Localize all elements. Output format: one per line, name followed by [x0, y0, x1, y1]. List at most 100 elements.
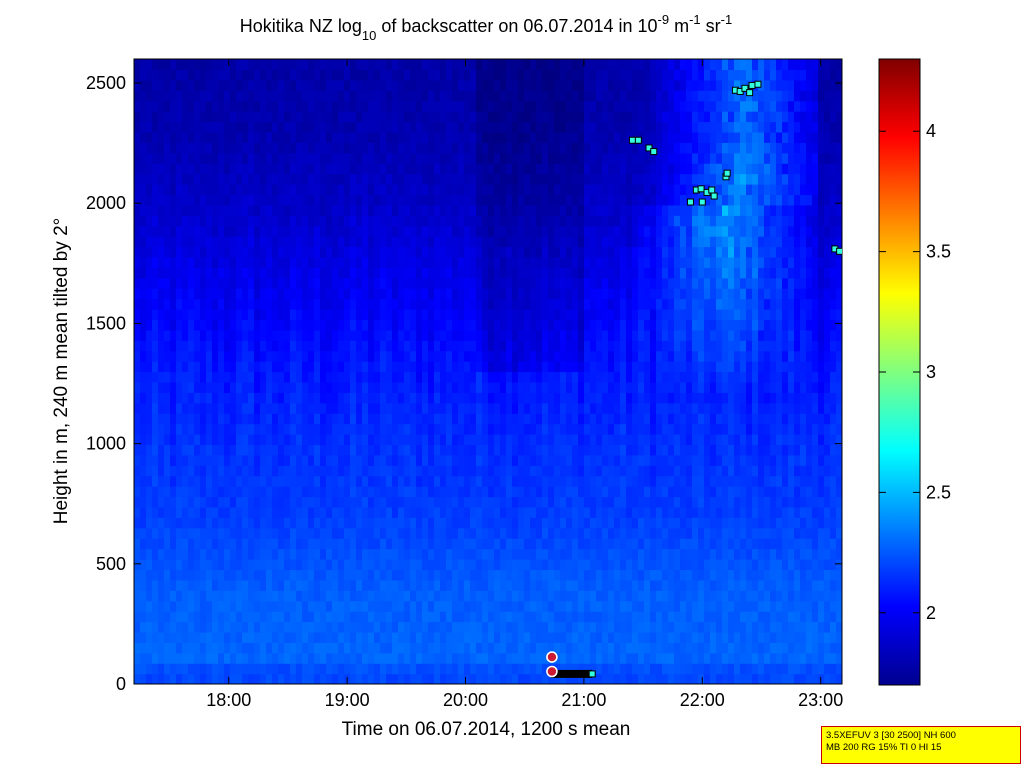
heatmap-cell — [410, 236, 417, 248]
heatmap-cell — [434, 600, 441, 612]
heatmap-cell — [470, 548, 477, 560]
heatmap-cell — [212, 663, 219, 675]
heatmap-cell — [554, 402, 561, 414]
heatmap-cell — [542, 194, 549, 206]
heatmap-cell — [392, 256, 399, 268]
heatmap-cell — [518, 579, 525, 591]
heatmap-cell — [608, 194, 615, 206]
heatmap-cell — [296, 298, 303, 310]
heatmap-cell — [140, 163, 147, 175]
heatmap-cell — [176, 673, 183, 684]
heatmap-cell — [212, 434, 219, 446]
heatmap-cell — [626, 475, 633, 487]
heatmap-cell — [320, 392, 327, 404]
heatmap-cell — [170, 413, 177, 425]
heatmap-cell — [512, 350, 519, 362]
heatmap-cell — [614, 413, 621, 425]
heatmap-cell — [404, 590, 411, 602]
heatmap-cell — [308, 309, 315, 321]
heatmap-cell — [578, 559, 585, 571]
heatmap-cell — [230, 142, 237, 154]
heatmap-cell — [398, 631, 405, 643]
heatmap-cell — [296, 579, 303, 591]
heatmap-cell — [296, 121, 303, 133]
heatmap-cell — [572, 527, 579, 539]
heatmap-cell — [404, 663, 411, 675]
heatmap-cell — [188, 194, 195, 206]
heatmap-cell — [416, 475, 423, 487]
heatmap-cell — [248, 142, 255, 154]
heatmap-cell — [272, 225, 279, 237]
heatmap-cell — [254, 559, 261, 571]
heatmap-cell — [530, 152, 537, 164]
heatmap-cell — [326, 371, 333, 383]
heatmap-cell — [452, 611, 459, 623]
heatmap-cell — [602, 548, 609, 560]
heatmap-cell — [422, 590, 429, 602]
heatmap-cell — [506, 215, 513, 227]
heatmap-cell — [368, 402, 375, 414]
heatmap-cell — [494, 111, 501, 123]
heatmap-cell — [146, 434, 153, 446]
heatmap-cell — [242, 277, 249, 289]
heatmap-cell — [320, 236, 327, 248]
heatmap-cell — [308, 663, 315, 675]
heatmap-cell — [146, 194, 153, 206]
heatmap-cell — [170, 152, 177, 164]
heatmap-cell — [224, 267, 231, 279]
heatmap-cell — [380, 277, 387, 289]
heatmap-cell — [236, 517, 243, 529]
heatmap-cell — [266, 371, 273, 383]
heatmap-cell — [404, 371, 411, 383]
heatmap-cell — [296, 361, 303, 373]
heatmap-cell — [182, 569, 189, 581]
heatmap-cell — [374, 59, 381, 71]
heatmap-cell — [224, 569, 231, 581]
heatmap-cell — [506, 538, 513, 550]
heatmap-cell — [596, 111, 603, 123]
heatmap-cell — [452, 652, 459, 664]
heatmap-cell — [266, 69, 273, 81]
heatmap-cell — [446, 444, 453, 456]
heatmap-cell — [392, 277, 399, 289]
heatmap-cell — [434, 642, 441, 654]
heatmap-cell — [590, 402, 597, 414]
heatmap-cell — [134, 486, 141, 498]
heatmap-cell — [296, 152, 303, 164]
heatmap-cell — [506, 298, 513, 310]
heatmap-cell — [218, 454, 225, 466]
heatmap-cell — [446, 142, 453, 154]
heatmap-cell — [218, 90, 225, 102]
heatmap-cell — [344, 100, 351, 112]
heatmap-cell — [602, 288, 609, 300]
heatmap-cell — [236, 309, 243, 321]
heatmap-cell — [470, 298, 477, 310]
heatmap-cell — [488, 277, 495, 289]
heatmap-cell — [302, 517, 309, 529]
heatmap-cell — [344, 444, 351, 456]
heatmap-cell — [500, 204, 507, 216]
heatmap-cell — [254, 111, 261, 123]
heatmap-cell — [260, 309, 267, 321]
heatmap-cell — [488, 517, 495, 529]
heatmap-cell — [476, 236, 483, 248]
heatmap-cell — [410, 111, 417, 123]
heatmap-cell — [164, 236, 171, 248]
heatmap-cell — [446, 277, 453, 289]
heatmap-cell — [452, 434, 459, 446]
heatmap-cell — [230, 59, 237, 71]
heatmap-cell — [440, 277, 447, 289]
heatmap-cell — [296, 465, 303, 477]
heatmap-cell — [458, 194, 465, 206]
heatmap-cell — [398, 319, 405, 331]
heatmap-cell — [488, 548, 495, 560]
heatmap-cell — [530, 340, 537, 352]
heatmap-cell — [170, 434, 177, 446]
heatmap-cell — [374, 611, 381, 623]
heatmap-cell — [590, 663, 597, 675]
heatmap-cell — [404, 600, 411, 612]
heatmap-cell — [602, 340, 609, 352]
heatmap-cell — [140, 652, 147, 664]
heatmap-cell — [488, 423, 495, 435]
heatmap-cell — [530, 559, 537, 571]
